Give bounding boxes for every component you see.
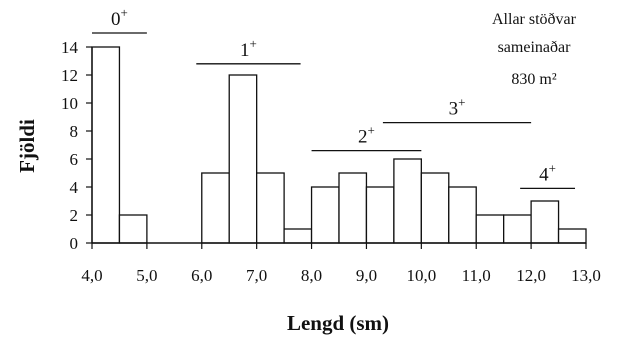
histogram-bar (91, 46, 121, 244)
x-tick-label: 13,0 (571, 266, 601, 285)
ticks-group: 4,0 5,0 6,0 7,0 8,0 9,0 10,0 11,0 12,0 13,0 0 2 4 6 8 1… (61, 38, 601, 285)
y-tick-label: 14 (61, 38, 79, 57)
histogram-bar (228, 74, 258, 244)
histogram-bar (448, 186, 477, 244)
age-group-label: 2+ (358, 123, 375, 148)
age-group-label: 1+ (240, 36, 257, 61)
histogram-bar (118, 214, 148, 244)
y-tick-label: 0 (70, 234, 79, 253)
age-group-label: 4+ (539, 160, 556, 185)
histogram-bar (420, 172, 450, 244)
histogram-bar (338, 172, 368, 244)
age-group-label: 0+ (111, 5, 128, 30)
x-tick-label: 8,0 (301, 266, 322, 285)
histogram-bar (283, 228, 313, 244)
x-axis-title: Lengd (sm) (287, 311, 389, 335)
note-line-2: sameinaðar (498, 39, 572, 56)
y-axis-title: Fjöldi (15, 119, 39, 173)
histogram-bar (475, 214, 505, 244)
axes-group (91, 47, 586, 244)
x-tick-label: 5,0 (136, 266, 157, 285)
histogram-bar (393, 158, 422, 244)
age-group-label: 3+ (449, 95, 466, 120)
x-tick-label: 12,0 (516, 266, 546, 285)
histogram-bar (530, 200, 560, 244)
x-tick-label: 6,0 (191, 266, 212, 285)
histogram-bar (365, 186, 395, 244)
histogram-bar (256, 172, 285, 244)
note-line-3: 830 m² (511, 71, 556, 88)
y-tick-label: 10 (61, 94, 78, 113)
y-tick-label: 2 (70, 206, 79, 225)
x-tick-label: 9,0 (356, 266, 377, 285)
y-tick-label: 12 (61, 66, 78, 85)
x-tick-label: 7,0 (246, 266, 267, 285)
histogram-bar (503, 214, 532, 244)
histogram-bar (310, 186, 340, 244)
x-tick-label: 11,0 (462, 266, 491, 285)
age-group-annotations: 0+ 1+ 2+ 3+ 4+ (92, 5, 576, 190)
y-tick-label: 4 (70, 178, 79, 197)
x-tick-label: 4,0 (81, 266, 102, 285)
y-tick-label: 8 (70, 122, 79, 141)
histogram-bar (201, 172, 230, 244)
y-tick-label: 6 (70, 150, 79, 169)
histogram-bar (557, 228, 587, 244)
bars-group (91, 46, 587, 244)
note-line-1: Allar stöðvar (492, 11, 577, 28)
x-tick-label: 10,0 (406, 266, 436, 285)
